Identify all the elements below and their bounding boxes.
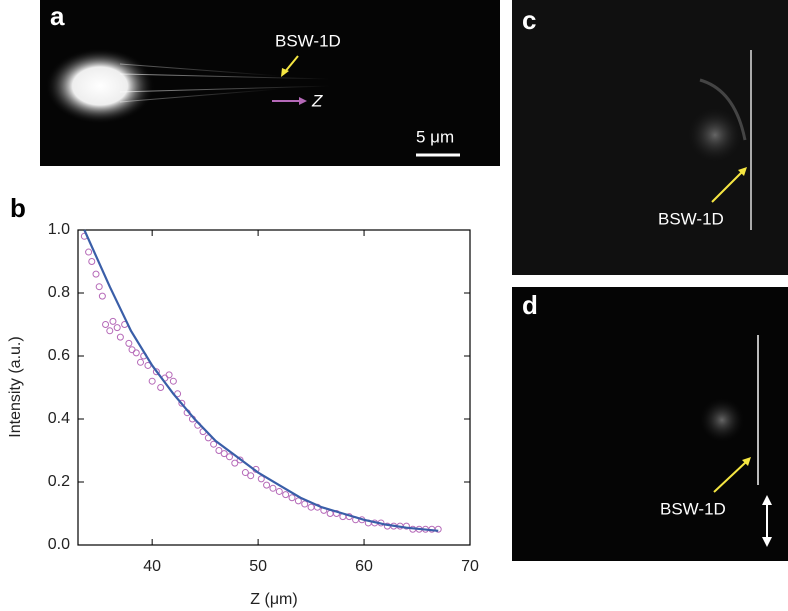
data-point: [178, 399, 186, 407]
data-point: [116, 333, 124, 341]
y-axis-label: Intensity (a.u.): [7, 336, 24, 437]
arrow-head: [742, 457, 751, 466]
annotation: BSW-1D: [275, 31, 341, 50]
panel-label: d: [522, 290, 538, 320]
data-point: [157, 384, 165, 391]
x-tick-label: 60: [355, 558, 373, 575]
arrow: [711, 171, 743, 203]
data-point: [102, 321, 110, 328]
annotation: BSW-1D: [658, 209, 724, 228]
plot-frame: [77, 229, 471, 546]
data-point: [132, 349, 140, 357]
data-point: [307, 503, 315, 511]
image-c: [512, 0, 788, 275]
data-point: [152, 368, 160, 376]
panel-label: b: [10, 193, 26, 223]
data-point: [95, 283, 103, 291]
y-tick-label: 0.0: [48, 536, 70, 553]
data-point: [275, 487, 283, 495]
data-point: [288, 494, 296, 502]
arrow-head: [299, 97, 307, 105]
data-point: [263, 481, 271, 489]
data-point: [169, 377, 177, 385]
image-blob: [687, 107, 743, 163]
image-ring: [699, 78, 747, 141]
data-point: [294, 497, 302, 505]
image-blob: [45, 48, 155, 124]
data-point: [210, 440, 218, 448]
x-tick-label: 40: [143, 558, 161, 575]
data-point: [98, 292, 106, 300]
y-tick-label: 0.2: [48, 473, 70, 490]
data-point: [220, 450, 228, 458]
y-tick-label: 0.6: [48, 347, 70, 364]
fit-line: [83, 229, 439, 532]
data-point: [92, 270, 100, 278]
data-point: [137, 358, 145, 366]
image-d: [512, 287, 788, 561]
arrow-head: [738, 167, 747, 176]
data-point: [269, 484, 277, 492]
x-axis-label: Z (μm): [250, 591, 297, 608]
panel-label: a: [50, 1, 65, 31]
data-point: [215, 447, 223, 454]
data-point: [301, 500, 309, 508]
data-point: [236, 456, 244, 464]
data-point: [434, 525, 442, 533]
annotation: BSW-1D: [660, 499, 726, 518]
data-point: [148, 377, 156, 385]
data-point: [109, 317, 117, 325]
data-point: [165, 371, 173, 379]
data-point: [241, 469, 249, 477]
data-point: [128, 346, 136, 354]
direction-label: Z: [311, 91, 323, 110]
data-point: [106, 327, 114, 335]
arrow: [713, 461, 747, 493]
arrow-head: [762, 495, 772, 505]
y-tick-label: 1.0: [48, 221, 70, 238]
y-tick-label: 0.4: [48, 410, 70, 427]
data-point: [402, 522, 410, 530]
data-point: [231, 459, 239, 467]
arrow-head: [281, 68, 289, 77]
data-point: [85, 248, 93, 256]
data-point: [247, 472, 255, 480]
scale-bar-label: 5 μm: [416, 127, 454, 146]
image-blob: [700, 398, 744, 442]
y-tick-label: 0.8: [48, 284, 70, 301]
data-point: [282, 491, 290, 499]
data-point: [226, 453, 234, 461]
x-tick-label: 50: [249, 558, 267, 575]
data-point: [113, 324, 121, 332]
x-tick-label: 70: [461, 558, 479, 575]
data-point: [257, 475, 265, 483]
arrow-head: [762, 537, 772, 547]
data-point: [88, 258, 96, 265]
data-point: [125, 339, 133, 347]
panel-label: c: [522, 5, 536, 35]
streaks: [119, 63, 400, 103]
